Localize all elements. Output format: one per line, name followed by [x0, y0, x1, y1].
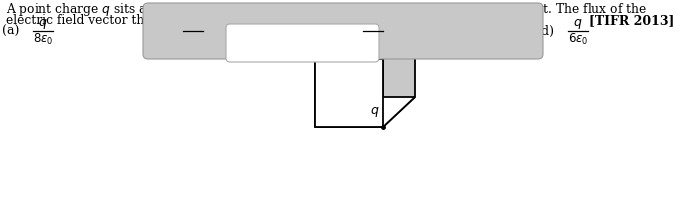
Text: electric field vector through the shaded side is: electric field vector through the shaded… — [6, 14, 298, 27]
Text: $6\varepsilon_0$: $6\varepsilon_0$ — [568, 31, 588, 47]
FancyBboxPatch shape — [226, 24, 379, 62]
Text: $q$: $q$ — [369, 105, 379, 119]
Text: (a): (a) — [1, 25, 19, 38]
Text: $16\varepsilon_0$: $16\varepsilon_0$ — [179, 31, 207, 47]
Text: $q$: $q$ — [573, 17, 583, 31]
Text: $q$: $q$ — [188, 17, 198, 31]
Text: $q$: $q$ — [38, 17, 48, 31]
Polygon shape — [315, 59, 383, 127]
Text: $q$: $q$ — [369, 17, 377, 31]
Polygon shape — [315, 97, 415, 127]
Text: [TIFR 2013]: [TIFR 2013] — [589, 14, 674, 27]
Polygon shape — [315, 29, 347, 127]
FancyBboxPatch shape — [143, 3, 543, 59]
Text: (d): (d) — [536, 25, 554, 38]
Text: (c): (c) — [332, 25, 349, 38]
Polygon shape — [315, 29, 415, 59]
Text: $8\varepsilon_0$: $8\varepsilon_0$ — [33, 31, 53, 47]
Text: A point charge $q$ sits at a corner of a cube of side $a$, as shown in the figur: A point charge $q$ sits at a corner of a… — [6, 1, 647, 18]
Text: $24\varepsilon_0$: $24\varepsilon_0$ — [359, 31, 387, 47]
Text: (b): (b) — [151, 25, 169, 38]
Polygon shape — [383, 29, 415, 127]
